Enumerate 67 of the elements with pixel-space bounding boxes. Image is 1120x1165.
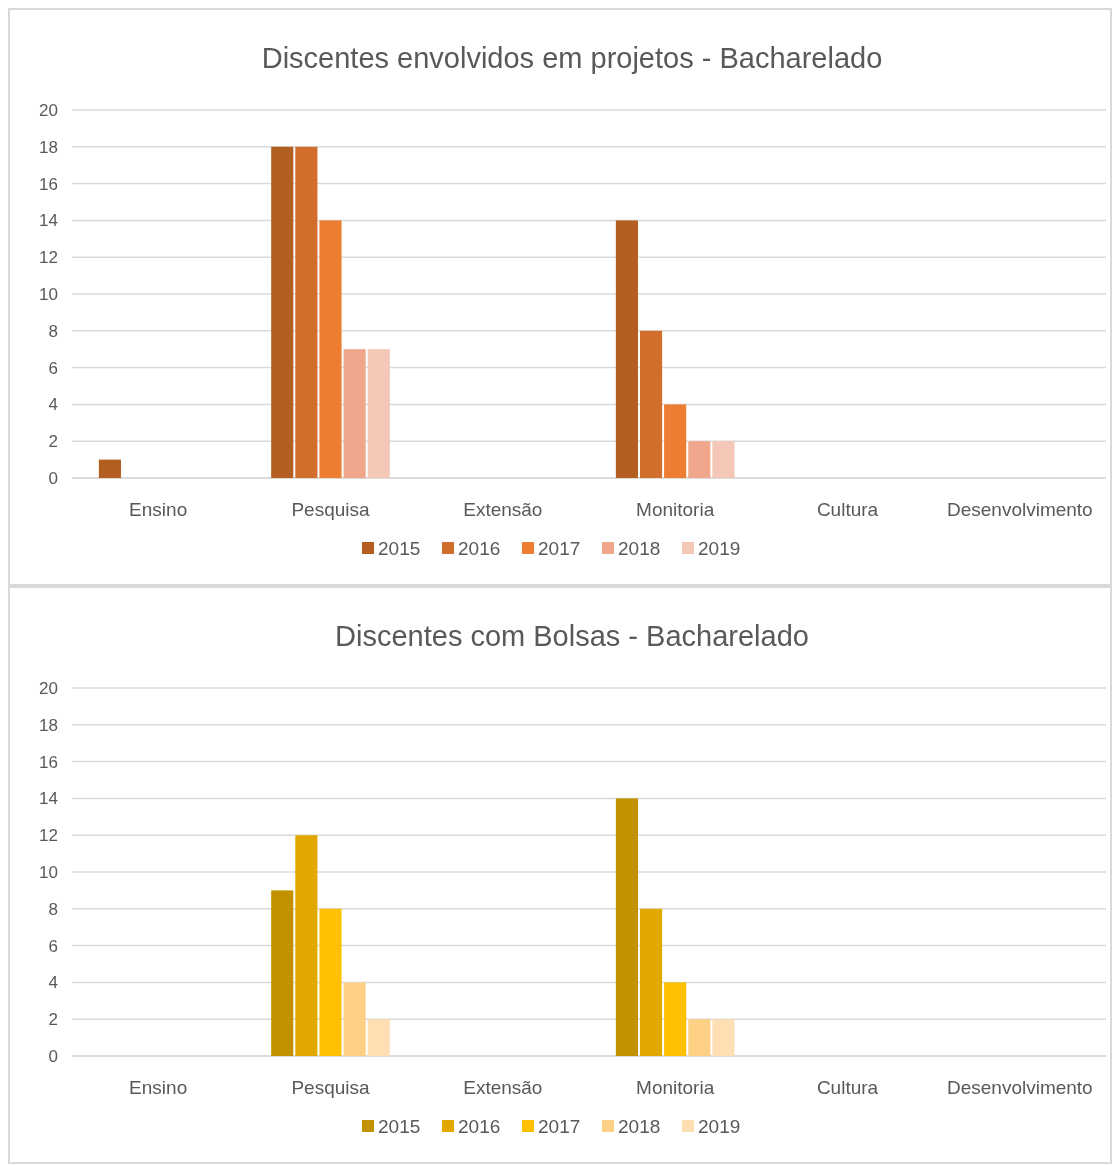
bar — [615, 798, 638, 1056]
chart-title: Discentes envolvidos em projetos - Bacharelado — [261, 42, 883, 74]
y-tick-label: 8 — [48, 321, 58, 341]
bar — [712, 441, 735, 478]
x-tick-label: Desenvolvimento — [946, 1077, 1093, 1098]
x-tick-label: Ensino — [129, 1077, 188, 1098]
y-tick-label: 14 — [39, 211, 58, 231]
y-tick-label: 16 — [39, 752, 58, 772]
x-tick-label: Extensão — [463, 499, 543, 520]
legend-label: 2015 — [378, 1115, 421, 1137]
bar — [688, 441, 711, 478]
y-tick-label: 6 — [48, 936, 58, 956]
y-tick-label: 20 — [39, 100, 58, 120]
bar — [319, 908, 342, 1056]
bar — [639, 330, 663, 478]
y-tick-label: 16 — [39, 174, 58, 194]
y-tick-label: 2 — [48, 1010, 58, 1030]
y-tick-label: 2 — [48, 432, 58, 452]
y-tick-label: 0 — [48, 1046, 58, 1066]
legend-label: 2018 — [618, 1115, 661, 1137]
bar — [319, 220, 342, 478]
y-tick-label: 8 — [48, 899, 58, 919]
legend-label: 2016 — [458, 537, 501, 559]
y-tick-label: 6 — [48, 358, 58, 378]
y-tick-label: 12 — [39, 826, 58, 846]
bar — [615, 220, 638, 478]
legend-label: 2019 — [698, 1115, 741, 1137]
bar — [295, 835, 318, 1056]
legend-label: 2017 — [538, 1115, 581, 1137]
bar — [271, 146, 294, 478]
bar — [367, 1019, 390, 1056]
legend-label: 2017 — [538, 537, 581, 559]
legend-label: 2018 — [618, 537, 661, 559]
x-tick-label: Extensão — [463, 1077, 543, 1098]
bar — [664, 404, 687, 478]
bar — [639, 908, 663, 1056]
y-tick-label: 12 — [39, 248, 58, 268]
x-tick-label: Pesquisa — [291, 499, 371, 520]
legend-label: 2016 — [458, 1115, 501, 1137]
x-tick-label: Cultura — [816, 1077, 879, 1098]
legend-label: 2019 — [698, 537, 741, 559]
bar — [271, 890, 294, 1056]
bar — [343, 349, 366, 478]
x-tick-label: Ensino — [129, 499, 188, 520]
bar — [688, 1019, 711, 1056]
x-tick-label: Desenvolvimento — [946, 499, 1093, 520]
bar — [664, 982, 687, 1056]
y-tick-label: 10 — [39, 862, 58, 882]
bar — [295, 146, 318, 478]
x-tick-label: Cultura — [816, 499, 879, 520]
y-tick-label: 10 — [39, 284, 58, 304]
y-tick-label: 18 — [39, 137, 58, 157]
y-tick-label: 18 — [39, 715, 58, 735]
y-tick-label: 0 — [48, 468, 58, 488]
bar — [98, 459, 121, 478]
x-tick-label: Monitoria — [636, 1077, 715, 1098]
bar — [343, 982, 366, 1056]
bar — [367, 349, 390, 478]
legend-label: 2015 — [378, 537, 421, 559]
y-tick-label: 4 — [48, 395, 58, 415]
y-tick-label: 4 — [48, 973, 58, 993]
x-tick-label: Monitoria — [636, 499, 715, 520]
y-tick-label: 20 — [39, 678, 58, 698]
y-tick-label: 14 — [39, 789, 58, 809]
x-tick-label: Pesquisa — [291, 1077, 371, 1098]
chart-title: Discentes com Bolsas - Bacharelado — [335, 620, 809, 652]
bar — [712, 1019, 735, 1056]
